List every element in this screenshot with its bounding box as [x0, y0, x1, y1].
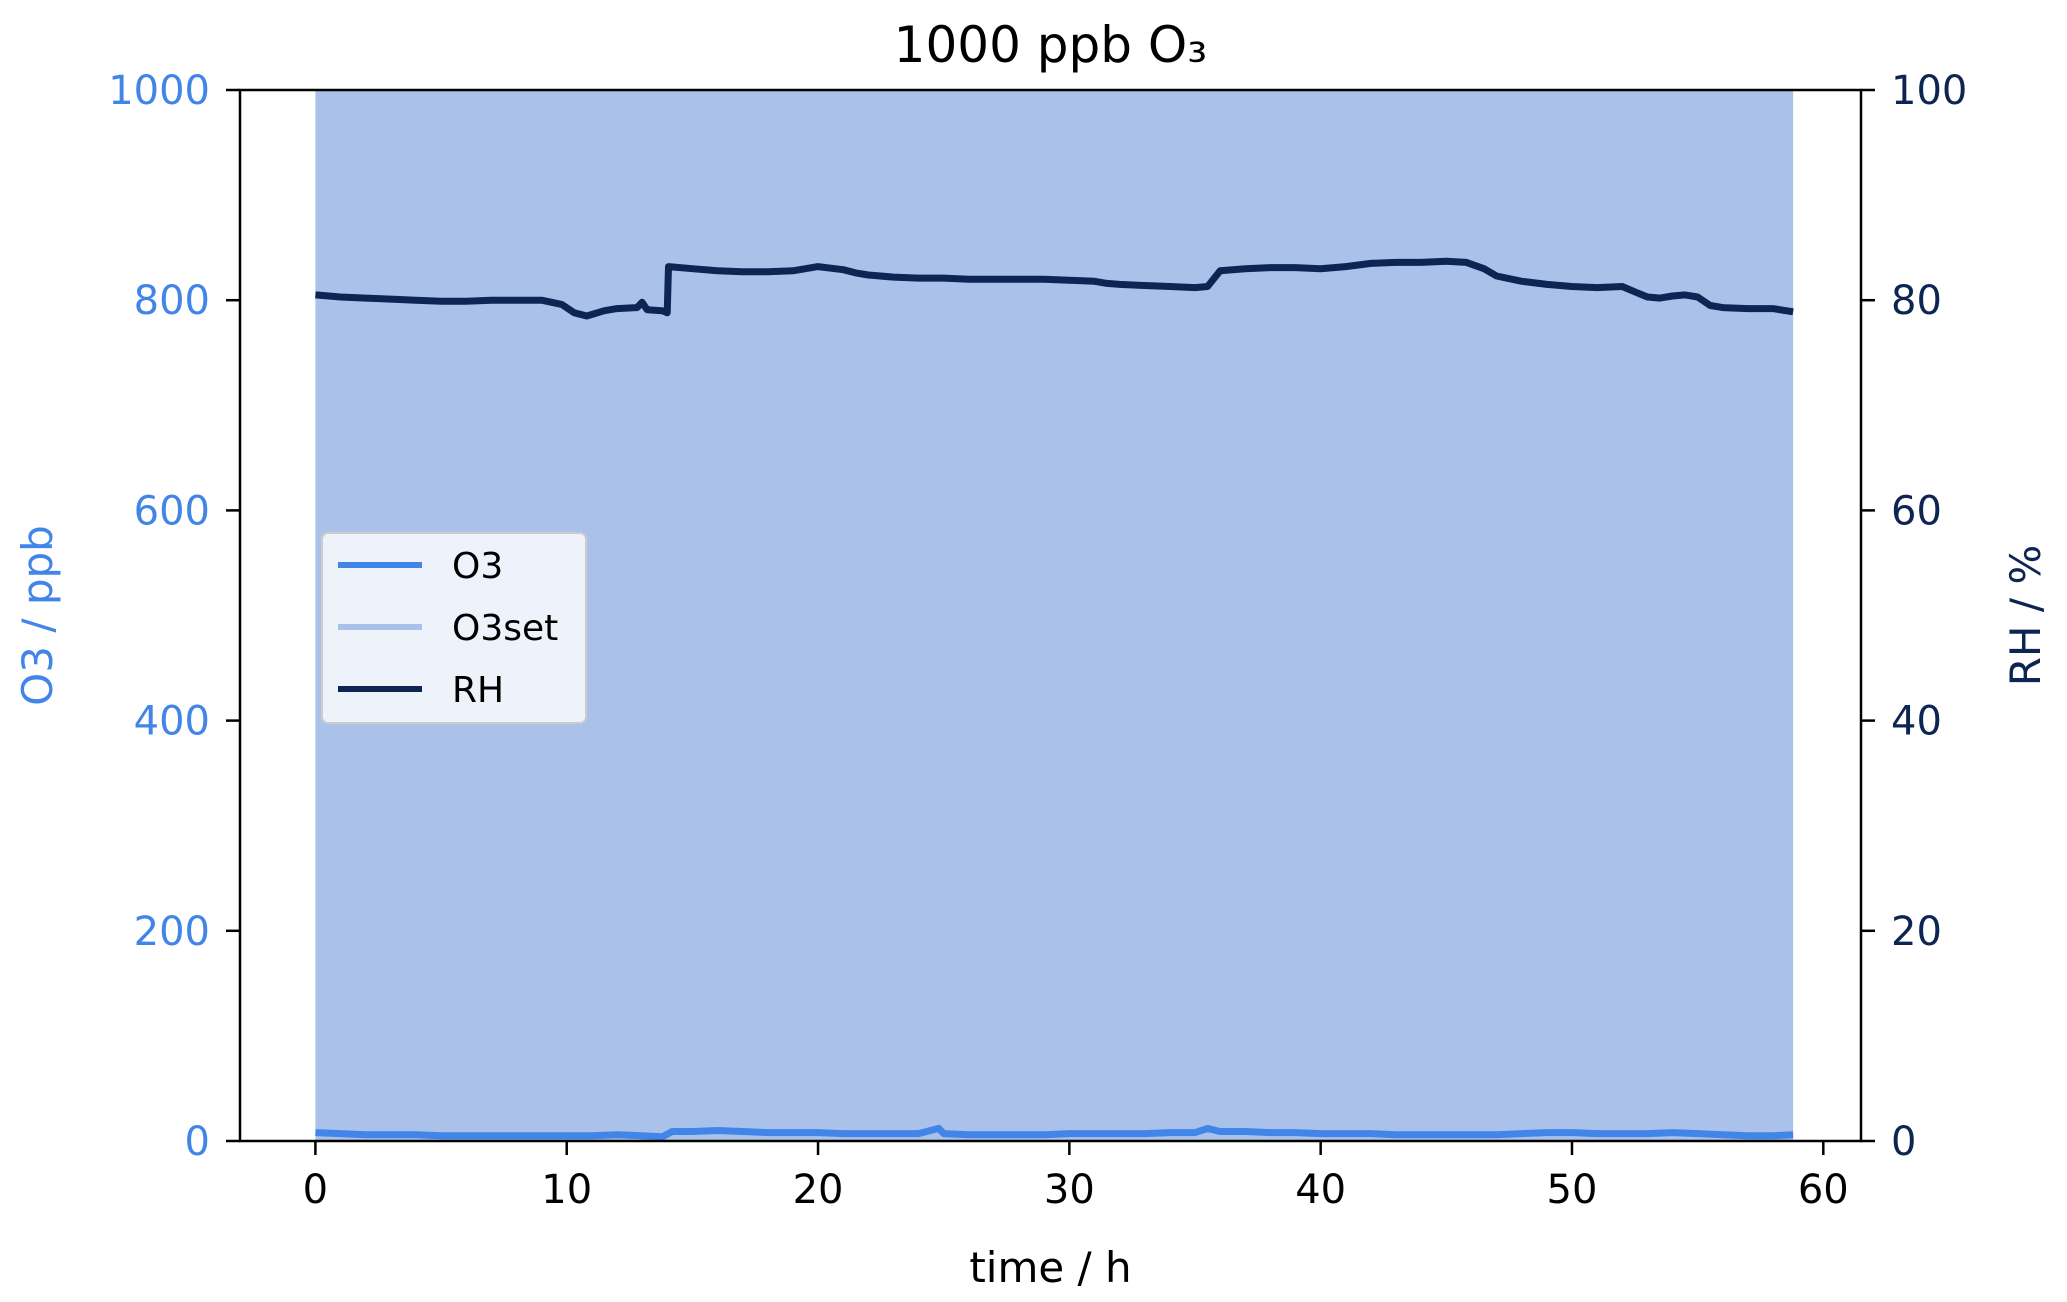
left-y-tick-label: 200 — [134, 909, 210, 955]
right-y-tick-label: 40 — [1891, 699, 1942, 745]
right-y-tick-label: 80 — [1891, 278, 1942, 324]
series-lines-layer — [315, 257, 1794, 1141]
series-o3-line — [315, 1124, 1794, 1141]
chart-title: 1000 ppb O₃ — [894, 16, 1208, 74]
left-y-tick-label: 400 — [134, 699, 210, 745]
legend-label-o3set: O3set — [452, 608, 558, 649]
right-y-tick-label: 100 — [1891, 68, 1967, 114]
right-y-tick-label: 60 — [1891, 488, 1942, 534]
plot-frame — [238, 88, 1863, 1143]
x-tick-label: 30 — [1044, 1167, 1095, 1213]
right-y-axis-ticks: 0 20 40 60 80 100 — [1861, 68, 1967, 1165]
right-y-tick-label: 20 — [1891, 909, 1942, 955]
left-y-tick-label: 1000 — [108, 68, 210, 114]
x-tick-label: 20 — [793, 1167, 844, 1213]
legend: O3 O3set RH — [321, 532, 587, 724]
left-y-tick-label: 0 — [185, 1119, 210, 1165]
x-axis-title: time / h — [969, 1243, 1131, 1292]
right-y-tick-label: 0 — [1891, 1119, 1916, 1165]
x-tick-label: 50 — [1547, 1167, 1598, 1213]
legend-box — [321, 532, 587, 724]
left-y-tick-label: 600 — [134, 488, 210, 534]
series-rh-line — [315, 257, 1794, 320]
x-tick-label: 40 — [1295, 1167, 1346, 1213]
left-y-tick-label: 800 — [134, 278, 210, 324]
legend-label-o3: O3 — [452, 546, 503, 587]
left-y-axis-title: O3 / ppb — [13, 525, 62, 706]
legend-label-rh: RH — [452, 670, 504, 711]
left-y-axis-ticks: 0 200 400 600 800 1000 — [108, 68, 240, 1165]
x-axis-ticks: 0 10 20 30 40 50 60 — [303, 1141, 1849, 1213]
x-tick-label: 0 — [303, 1167, 328, 1213]
right-y-axis-title: RH / % — [2001, 545, 2050, 687]
x-tick-label: 60 — [1798, 1167, 1849, 1213]
x-tick-label: 10 — [541, 1167, 592, 1213]
